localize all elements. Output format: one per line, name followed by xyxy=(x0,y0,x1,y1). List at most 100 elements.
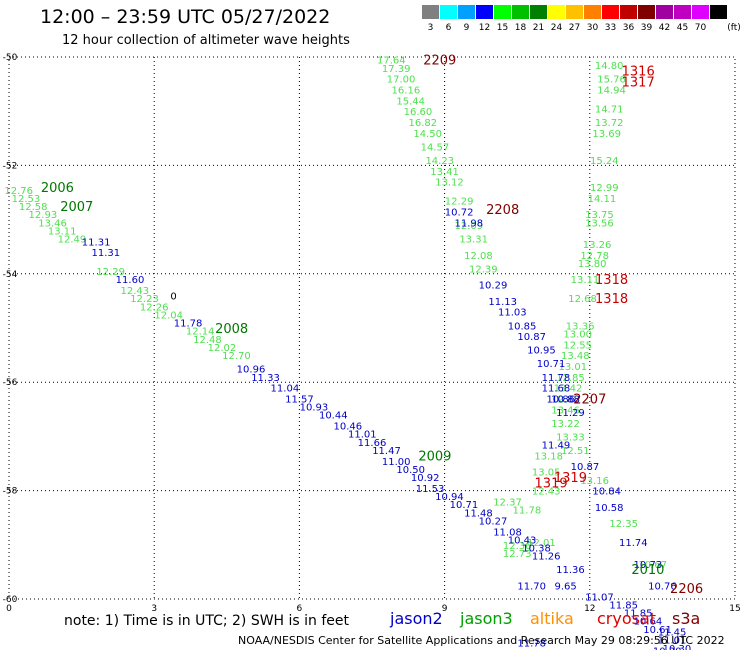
pass-time-label: 2010 xyxy=(631,563,664,578)
wave-height-label-jason2: 11.04 xyxy=(271,384,300,395)
wave-height-label-jason3: 12.49 xyxy=(58,235,87,246)
wave-height-label-jason2: 11.08 xyxy=(493,527,522,538)
legend-swatch xyxy=(422,5,439,19)
wave-height-label-jason2: 11.48 xyxy=(464,508,493,519)
wave-height-label-jason3: 12.29 xyxy=(96,267,125,278)
wave-height-label-jason3: 13.33 xyxy=(556,432,585,443)
credit-line: NOAA/NESDIS Center for Satellite Applica… xyxy=(238,634,725,647)
wave-height-label-jason3: 12.53 xyxy=(12,194,41,205)
wave-height-label-jason2: 10.58 xyxy=(595,503,624,514)
wave-height-label-jason3: 14.71 xyxy=(595,104,624,115)
wave-height-label-jason3: 13.36 xyxy=(566,321,595,332)
wave-height-label-jason3: 12.09 xyxy=(454,221,483,232)
wave-height-label-jason3: 12.48 xyxy=(193,335,222,346)
satellite-label-cryosat: cryosat xyxy=(597,609,657,628)
pass-time-label: 1319 xyxy=(535,476,568,491)
legend-swatch xyxy=(476,5,493,19)
legend-swatch xyxy=(692,5,709,19)
pass-time-label: 2006 xyxy=(41,181,74,196)
wave-height-label-jason3: 12.43 xyxy=(121,286,150,297)
wave-height-label-jason3: 12.26 xyxy=(140,302,169,313)
legend-swatch xyxy=(530,5,547,19)
wave-height-label-jason2: 10.38 xyxy=(522,544,551,555)
wave-height-label-jason2: 10.88 xyxy=(551,394,580,405)
wave-height-label-jason2: 10.94 xyxy=(435,492,464,503)
wave-height-label-jason2: 11.49 xyxy=(542,441,571,452)
satellite-label-jason3: jason3 xyxy=(460,609,513,628)
wave-height-label-jason2: 11.36 xyxy=(556,565,585,576)
legend-label: 21 xyxy=(532,23,545,33)
legend-swatch xyxy=(710,5,727,19)
x-tick-label: 9 xyxy=(442,604,448,614)
legend-unit: (ft) xyxy=(727,23,740,33)
wave-height-label-jason3: 13.41 xyxy=(430,167,459,178)
legend-label: 15 xyxy=(496,23,509,33)
wave-height-label-jason3: 16.82 xyxy=(408,118,437,129)
wave-height-label-jason2: 10.95 xyxy=(527,346,556,357)
wave-height-label-jason2: 11.01 xyxy=(658,636,687,647)
legend-label: 70 xyxy=(694,23,707,33)
x-tick-label: 0 xyxy=(6,604,12,614)
wave-height-label-jason3: 12.36 xyxy=(503,541,532,552)
wave-height-label-jason3: 12.68 xyxy=(568,294,597,305)
y-tick-label: -52 xyxy=(3,161,18,171)
wave-height-label-jason2: 10.27 xyxy=(479,516,508,527)
legend-label: 27 xyxy=(568,23,581,33)
wave-height-label-jason2: 11.78 xyxy=(517,638,546,649)
wave-height-label-jason3: 12.35 xyxy=(609,519,638,530)
wave-height-label-jason3: 12.93 xyxy=(29,210,58,221)
wave-height-label-jason3: 13.46 xyxy=(551,405,580,416)
wave-height-label-jason2: 11.70 xyxy=(517,581,546,592)
legend-swatch xyxy=(674,5,691,19)
y-tick-label: -54 xyxy=(3,270,18,280)
wave-height-label-jason2: 10.29 xyxy=(479,281,508,292)
wave-height-label-jason3: 14.80 xyxy=(595,61,624,72)
wave-height-label-jason3: 12.88 xyxy=(551,394,580,405)
wave-height-label-jason3: 13.48 xyxy=(561,351,590,362)
wave-height-label-jason3: 12.43 xyxy=(532,487,561,498)
wave-height-label-jason3: 12.58 xyxy=(19,202,48,213)
y-tick-label: -50 xyxy=(3,53,18,63)
x-tick-label: 3 xyxy=(151,604,157,614)
wave-height-label-jason3: 12.23 xyxy=(130,294,159,305)
wave-height-label-jason3: 14.23 xyxy=(425,156,454,167)
wave-height-label-jason2: 11.07 xyxy=(585,592,614,603)
wave-height-label-jason2: 10.86 xyxy=(546,394,575,405)
satellite-label-jason2: jason2 xyxy=(390,609,443,628)
wave-height-label-jason2: 10.93 xyxy=(300,403,329,414)
wave-height-label-jason2: 11.68 xyxy=(542,384,571,395)
wave-height-label-jason3: 12.99 xyxy=(590,183,619,194)
wave-height-label-jason2: 11.47 xyxy=(372,446,401,457)
wave-height-label-jason2: 11.01 xyxy=(348,430,377,441)
wave-height-label-jason3: 13.11 xyxy=(571,275,600,286)
wave-height-label-jason2: 11.60 xyxy=(116,275,145,286)
wave-height-label-jason2: 11.66 xyxy=(358,438,387,449)
legend-label: 33 xyxy=(604,23,617,33)
wave-height-label-jason2: 10.71 xyxy=(450,500,479,511)
pass-time-label: 2008 xyxy=(215,322,248,337)
wave-height-label-jason3: 13.42 xyxy=(554,384,583,395)
wave-height-label-jason3: 12.02 xyxy=(208,343,237,354)
wave-height-label-jason3: 12.78 xyxy=(580,251,609,262)
wave-height-label-jason2: 11.33 xyxy=(251,373,280,384)
wave-height-label-jason2: 11.78 xyxy=(542,373,571,384)
wave-height-label-jason3: 13.12 xyxy=(435,178,464,189)
wave-height-label-jason3: 13.22 xyxy=(551,419,580,430)
legend-swatch xyxy=(656,5,673,19)
wave-height-label-jason3: 13.26 xyxy=(583,240,612,251)
wave-height-label-jason3: 14.94 xyxy=(597,86,626,97)
legend-swatch xyxy=(512,5,529,19)
legend-label: 6 xyxy=(445,23,452,33)
pass-time-label: 2007 xyxy=(60,200,93,215)
legend-label: 30 xyxy=(586,23,599,33)
wave-height-label-jason3: 12.04 xyxy=(154,310,183,321)
wave-height-label-jason2: 11.57 xyxy=(285,394,314,405)
satellite-label-altika: altika xyxy=(530,609,574,628)
wave-height-label-jason2: 11.00 xyxy=(382,457,411,468)
legend-label: 39 xyxy=(640,23,653,33)
wave-height-label-jason3: 17.64 xyxy=(377,56,406,67)
wave-height-label-jason2: 11.29 xyxy=(556,408,585,419)
pass-time-label: 1318 xyxy=(595,273,628,288)
pass-time-label: 2009 xyxy=(418,449,451,464)
